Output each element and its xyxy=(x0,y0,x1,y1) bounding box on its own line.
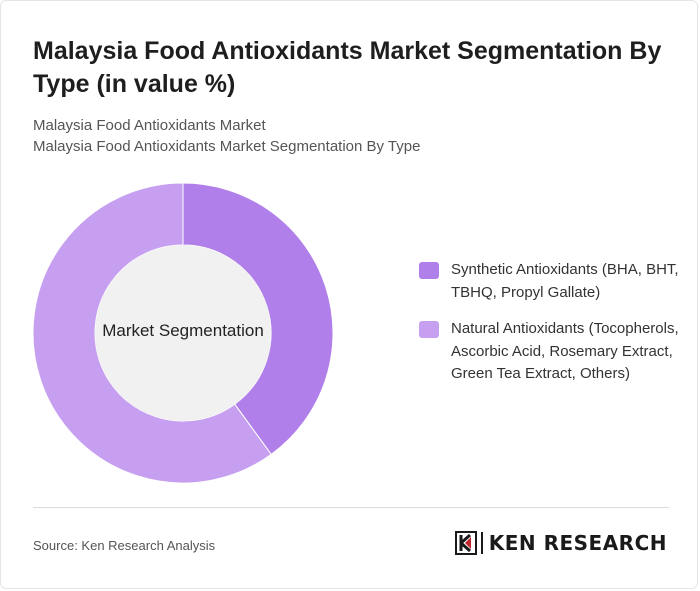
donut-center-label: Market Segmentation xyxy=(102,321,264,340)
ken-research-logo: KEN RESEARCH xyxy=(454,531,667,555)
legend-label-2: Natural Antioxidants (Tocopherols, Ascor… xyxy=(451,320,679,382)
brand-separator xyxy=(480,532,483,554)
chart-subtitle: Malaysia Food Antioxidants Market Malays… xyxy=(33,115,673,157)
legend-swatch-1 xyxy=(419,262,439,279)
chart-legend: Synthetic Antioxidants (BHA, BHT, TBHQ, … xyxy=(419,259,679,400)
legend-swatch-2 xyxy=(419,321,439,338)
donut-chart xyxy=(32,182,334,484)
ken-research-k-icon xyxy=(454,531,477,555)
chart-title: Malaysia Food Antioxidants Market Segmen… xyxy=(33,37,662,98)
footer-divider xyxy=(33,507,669,508)
subtitle-market: Malaysia Food Antioxidants Market xyxy=(33,117,266,134)
legend-label-1: Synthetic Antioxidants (BHA, BHT, TBHQ, … xyxy=(451,261,679,301)
source-note: Source: Ken Research Analysis xyxy=(33,538,216,553)
brand-name: KEN RESEARCH xyxy=(488,531,667,555)
donut-hole xyxy=(95,245,271,421)
legend-item-2: Natural Antioxidants (Tocopherols, Ascor… xyxy=(419,318,679,386)
subtitle-segmentation: Malaysia Food Antioxidants Market Segmen… xyxy=(33,138,421,155)
legend-item-1: Synthetic Antioxidants (BHA, BHT, TBHQ, … xyxy=(419,259,679,304)
